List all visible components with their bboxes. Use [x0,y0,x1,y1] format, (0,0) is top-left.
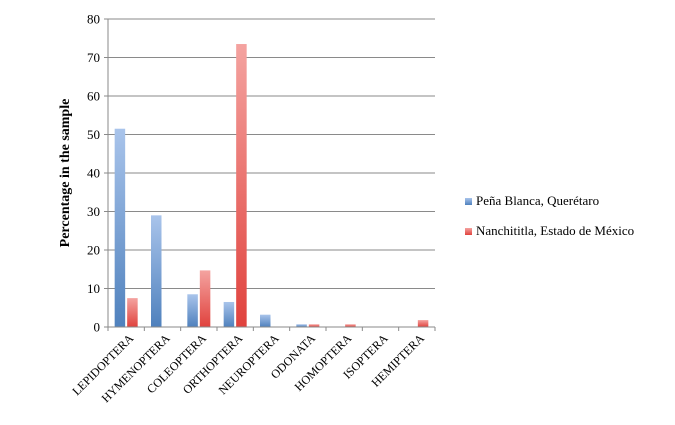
x-tick-label-lepidoptera: LEPIDOPTERA [69,331,136,398]
legend-item-pena-blanca: Peña Blanca, Querétaro [465,193,675,209]
bar-nanchititla-homoptera [345,324,356,327]
bar-nanchititla-odonata [308,324,320,327]
bar-nanchititla-hemiptera [417,320,429,327]
y-axis-label: Percentage in the sample [58,99,73,248]
y-tick-label: 10 [87,281,100,296]
bar-nanchititla-coleoptera [199,270,211,327]
legend-item-nanchititla: Nanchititla, Estado de México [465,223,675,239]
bar-pena-blanca-odonata [296,324,307,327]
legend-label-nanchititla: Nanchititla, Estado de México [476,223,635,238]
y-axis-ticks: 0 10 20 30 40 50 60 70 80 [87,12,108,335]
y-tick-label: 50 [87,127,100,142]
bar-nanchititla-lepidoptera [127,298,138,327]
y-tick-label: 60 [87,89,100,104]
bar-pena-blanca-lepidoptera [114,128,126,327]
bar-pena-blanca-coleoptera [187,294,198,327]
gridlines [108,18,435,289]
axes [107,19,436,331]
bar-nanchititla-orthoptera [236,44,247,328]
bar-pena-blanca-orthoptera [223,301,235,327]
legend: Peña Blanca, Querétaro Nanchititla, Esta… [465,193,675,253]
y-tick-label: 40 [87,166,100,181]
bars [114,44,429,328]
x-axis-categories: LEPIDOPTERAHYMENOPTERACOLEOPTERAORTHOPTE… [69,331,427,405]
legend-swatch-pena-blanca [465,197,472,205]
y-tick-label: 0 [94,320,101,335]
y-tick-label: 20 [87,243,100,258]
bar-pena-blanca-neuroptera [260,314,271,327]
legend-swatch-nanchititla [465,227,472,235]
y-tick-label: 30 [87,204,100,219]
legend-label-pena-blanca: Peña Blanca, Querétaro [476,193,600,208]
bar-pena-blanca-hymenoptera [151,215,162,327]
y-tick-label: 80 [87,12,100,27]
y-tick-label: 70 [87,50,100,65]
